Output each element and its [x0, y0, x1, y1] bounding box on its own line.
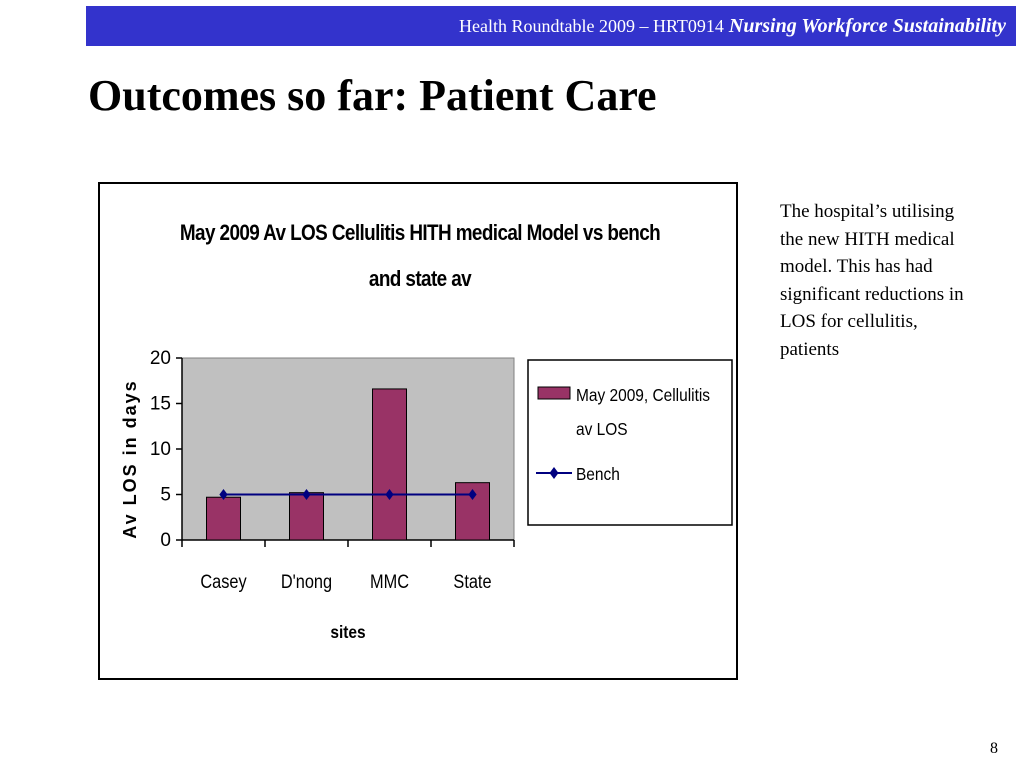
x-tick-label: MMC [370, 571, 409, 592]
page-number: 8 [990, 740, 998, 757]
y-tick-label: 5 [160, 485, 171, 506]
bench-point [468, 489, 477, 500]
x-tick-label: D'nong [281, 571, 332, 592]
y-tick-label: 15 [150, 394, 171, 415]
legend-label-bench: Bench [576, 464, 620, 484]
header-banner: Health Roundtable 2009 – HRT0914 Nursing… [86, 6, 1016, 46]
slide-title: Outcomes so far: Patient Care [88, 71, 657, 120]
y-tick-label: 20 [150, 348, 171, 369]
chart-svg: 0 5 10 15 20 Casey D'nong MMC State Av LOS in day… [120, 348, 733, 642]
x-axis-title: sites [330, 622, 365, 642]
chart-title: May 2009 Av LOS Cellulitis HITH medical … [179, 220, 661, 291]
header-prefix: Health Roundtable 2009 – HRT0914 [459, 15, 724, 36]
x-tick-label: State [453, 571, 491, 592]
bench-point [385, 489, 394, 500]
bar [455, 482, 490, 541]
legend-label-bar-line2: av LOS [576, 419, 628, 439]
bar [206, 496, 241, 541]
bar [372, 388, 407, 541]
legend-label-bar-line1: May 2009, Cellulitis [576, 385, 710, 405]
y-tick-label: 10 [150, 439, 171, 460]
y-axis-title: Av LOS in days [120, 379, 140, 538]
bench-point [302, 489, 311, 500]
side-note: The hospital’s utilising the new HITH me… [780, 201, 964, 360]
legend-swatch-marker [549, 467, 559, 479]
legend-swatch-bar [537, 386, 571, 400]
bench-point [219, 489, 228, 500]
chart-frame: May 2009 Av LOS Cellulitis HITH medical … [98, 182, 738, 680]
y-tick-label: 0 [160, 530, 171, 551]
header-tagline: Nursing Workforce Sustainability [728, 14, 1006, 37]
x-tick-label: Casey [200, 571, 246, 592]
